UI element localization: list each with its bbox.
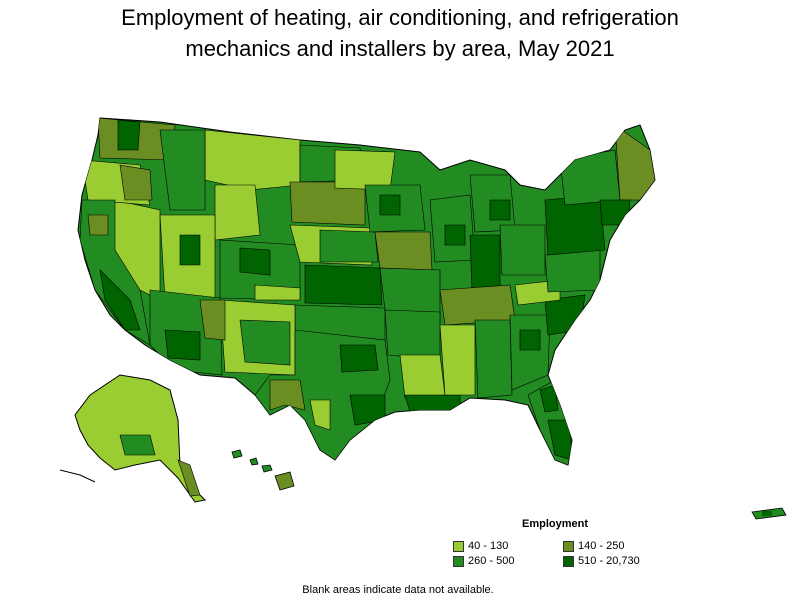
legend-item-1: 40 - 130 <box>453 540 563 552</box>
area-detroit <box>489 199 511 221</box>
legend-swatch-4 <box>563 555 574 567</box>
area-seattle <box>117 119 141 151</box>
data-availability-note: Blank areas indicate data not available. <box>302 584 494 596</box>
area-kansas <box>304 264 383 306</box>
area-new-york-upstate <box>559 149 621 206</box>
area-arkansas <box>384 309 441 361</box>
legend-label-3: 260 - 500 <box>468 555 515 567</box>
area-oregon-east <box>119 164 153 201</box>
area-south-texas <box>309 399 331 431</box>
hawaii <box>231 449 295 491</box>
puerto-rico <box>751 507 787 520</box>
area-ohio <box>499 224 546 276</box>
area-indiana <box>469 234 501 291</box>
area-nebraska-east <box>319 229 379 263</box>
area-minneapolis <box>379 194 401 216</box>
area-denver <box>239 247 271 276</box>
area-slc <box>179 234 201 266</box>
area-virginia <box>544 249 601 293</box>
map-title: Employment of heating, air conditioning,… <box>0 2 800 64</box>
map-areas <box>79 118 655 465</box>
legend-title: Employment <box>521 518 588 530</box>
area-houston <box>349 394 386 426</box>
legend-item-4: 510 - 20,730 <box>563 555 673 567</box>
legend-label-1: 40 - 130 <box>468 540 509 552</box>
area-atlanta <box>519 329 541 351</box>
area-kentucky-tennessee <box>439 284 516 326</box>
map-title-line-1: Employment of heating, air conditioning,… <box>121 5 679 30</box>
area-wyoming <box>214 184 261 241</box>
legend-swatch-1 <box>453 540 464 552</box>
area-idaho <box>159 129 206 211</box>
legend-swatch-3 <box>453 555 464 567</box>
legend-item-3: 260 - 500 <box>453 555 563 567</box>
alaska <box>59 374 207 503</box>
area-west-texas <box>269 379 306 411</box>
map-title-line-2: mechanics and installers by area, May 20… <box>185 36 615 61</box>
legend: Employment 40 - 130 140 - 250 260 - 500 … <box>445 518 675 567</box>
area-nm-center <box>239 319 291 366</box>
area-dallas <box>339 344 379 373</box>
legend-item-2: 140 - 250 <box>563 540 673 552</box>
area-iowa <box>374 231 433 271</box>
area-florida-central <box>539 384 559 413</box>
area-chicago <box>444 224 466 246</box>
area-maine <box>614 124 655 201</box>
area-colorado-south <box>254 284 301 301</box>
area-louisiana-north <box>399 354 446 399</box>
area-arizona-east <box>199 299 226 341</box>
area-norcal <box>87 214 109 236</box>
area-alabama <box>474 319 513 399</box>
area-phoenix <box>164 329 201 361</box>
area-montana <box>204 129 301 191</box>
legend-label-2: 140 - 250 <box>578 540 625 552</box>
legend-label-4: 510 - 20,730 <box>578 555 640 567</box>
area-minnesota-north <box>334 149 396 191</box>
area-new-england <box>599 199 631 226</box>
area-mississippi <box>439 324 476 396</box>
area-socal <box>99 269 141 331</box>
legend-swatch-2 <box>563 540 574 552</box>
